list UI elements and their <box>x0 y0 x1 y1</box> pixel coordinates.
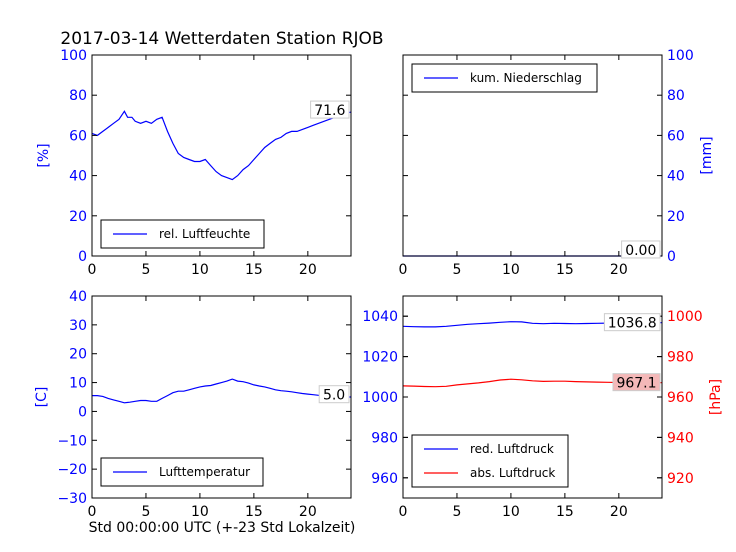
x-tick-label: 0 <box>399 504 408 520</box>
panel-humidity: 0 5 10 15 20 0 20 40 60 80 100 [%] 71.6 rel. Luftfeuc… <box>36 48 352 278</box>
y-tick-label: 80 <box>667 88 685 104</box>
legend-label: red. Luftdruck <box>470 442 554 456</box>
y-tick-label: 0 <box>667 249 676 265</box>
x-tick-label: 10 <box>191 262 209 278</box>
legend-label: Lufttemperatur <box>159 465 250 479</box>
y-tick-label: 960 <box>371 471 398 487</box>
y-tick-label: 20 <box>69 347 87 363</box>
last-value-label: 1036.8 <box>608 316 657 332</box>
x-tick-label: 5 <box>141 504 150 520</box>
last-value-label: 967.1 <box>616 376 656 392</box>
y-tick-label: −10 <box>57 433 87 449</box>
value-box <box>318 385 350 404</box>
last-value-label: 71.6 <box>314 103 345 119</box>
y-tick-label: 40 <box>667 169 685 185</box>
value-box <box>310 100 350 119</box>
value-box <box>603 313 661 332</box>
series-line <box>92 378 351 404</box>
legend-label: abs. Luftdruck <box>470 466 555 480</box>
y-tick-label: 0 <box>78 404 87 420</box>
y-tick-label: −20 <box>57 462 87 478</box>
x-tick-label: 20 <box>299 262 317 278</box>
y-tick-label: 40 <box>69 169 87 185</box>
x-tick-label: 15 <box>245 504 263 520</box>
x-tick-label: 15 <box>556 262 574 278</box>
x-tick-label: 0 <box>399 262 408 278</box>
y-tick-label: 60 <box>69 128 87 144</box>
y-tick-label: 1040 <box>362 309 398 325</box>
x-tick-label: 20 <box>299 504 317 520</box>
figure-xlabel: Std 00:00:00 UTC (+-23 Std Lokalzeit) <box>89 520 356 536</box>
last-value-label: 0.00 <box>625 243 656 259</box>
last-value-label: 5.0 <box>323 388 345 404</box>
x-tick-label: 0 <box>88 504 97 520</box>
x-tick-label: 15 <box>245 262 263 278</box>
plot-frame <box>402 54 663 257</box>
panel-precip: 0 5 10 15 20 0 20 40 60 80 100 [mm] 0.00 kum. Nieders… <box>399 48 715 278</box>
y-axis-label: [mm] <box>699 136 715 174</box>
y-tick-label: 0 <box>78 249 87 265</box>
plot-frame <box>91 295 352 499</box>
value-box <box>621 240 661 259</box>
y-tick-label: 1000 <box>362 390 398 406</box>
x-tick-label: 5 <box>452 504 461 520</box>
y-tick-label: 960 <box>667 390 694 406</box>
y-axis-label: [C] <box>34 387 50 408</box>
series-line <box>91 110 352 181</box>
y-tick-label: 30 <box>69 318 87 334</box>
panel-pressure: 0 5 10 15 20 960 980 1000 1020 1040 920 940 960 980 10… <box>362 295 724 520</box>
y-tick-label: 100 <box>60 48 87 64</box>
legend-box <box>411 434 569 488</box>
x-tick-label: 20 <box>610 262 628 278</box>
panel-temp: 0 5 10 15 20 −30 −20 −10 0 10 20 30 40 [C] 5.0 Lufttemp… <box>34 289 352 520</box>
y-tick-label: −30 <box>57 491 87 507</box>
plot-frame <box>91 54 352 257</box>
x-tick-label: 5 <box>452 262 461 278</box>
y-axis-label: [hPa] <box>708 379 724 415</box>
y-tick-label: 920 <box>667 471 694 487</box>
x-tick-label: 10 <box>502 504 520 520</box>
y-tick-label: 100 <box>667 48 694 64</box>
legend-label: kum. Niederschlag <box>470 71 582 85</box>
legend-label: rel. Luftfeuchte <box>159 227 250 241</box>
y-tick-label: 80 <box>69 88 87 104</box>
y-tick-label: 980 <box>667 350 694 366</box>
x-tick-label: 15 <box>556 504 574 520</box>
value-box <box>612 373 661 392</box>
y-tick-label: 10 <box>69 376 87 392</box>
x-tick-label: 20 <box>610 504 628 520</box>
x-tick-label: 0 <box>88 262 97 278</box>
y-tick-label: 40 <box>69 289 87 305</box>
figure-title: 2017-03-14 Wetterdaten Station RJOB <box>60 29 383 49</box>
y-tick-label: 1000 <box>667 309 703 325</box>
x-tick-label: 10 <box>191 504 209 520</box>
y-tick-label: 20 <box>667 209 685 225</box>
x-tick-label: 5 <box>141 262 150 278</box>
x-tick-label: 10 <box>502 262 520 278</box>
y-axis-label: [%] <box>36 143 52 167</box>
y-tick-label: 1020 <box>362 350 398 366</box>
y-tick-label: 60 <box>667 128 685 144</box>
y-tick-label: 980 <box>371 430 398 446</box>
y-tick-label: 20 <box>69 209 87 225</box>
y-tick-label: 940 <box>667 430 694 446</box>
